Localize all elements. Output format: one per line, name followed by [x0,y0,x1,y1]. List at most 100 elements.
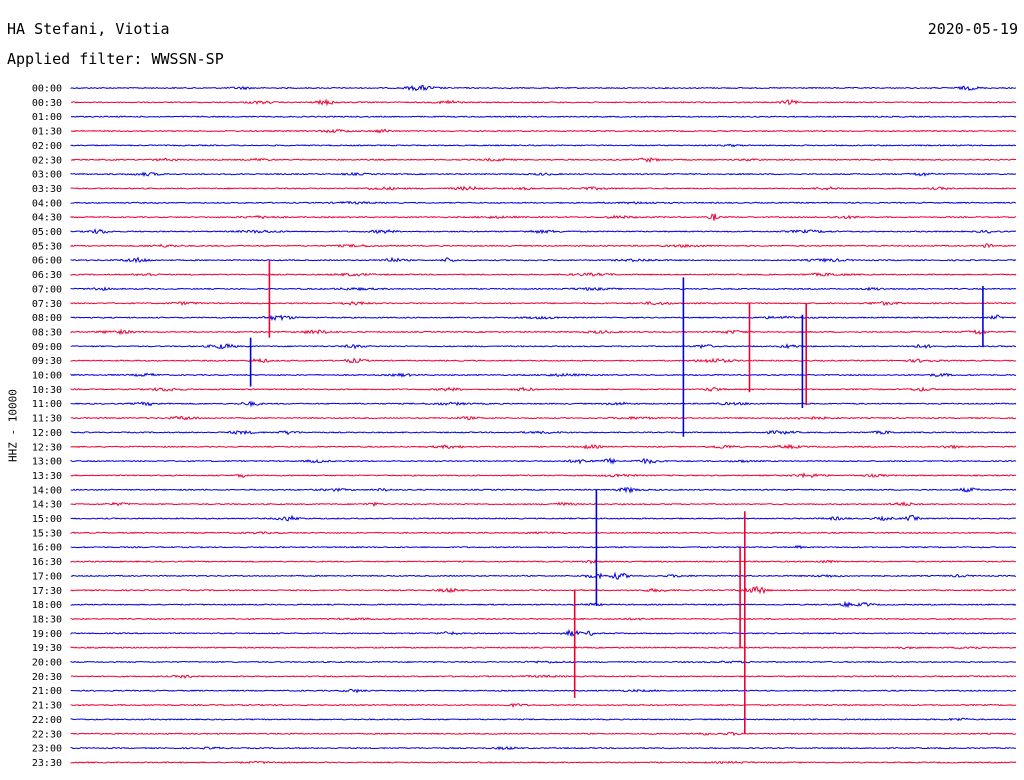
traces [70,84,1017,765]
trace-row [70,571,1017,580]
trace-row [70,272,1017,277]
trace-row [70,200,1017,205]
row-label: 01:30 [32,127,62,138]
date-label: 2020-05-19 [927,20,1018,38]
row-label: 04:00 [32,198,62,209]
row-label: 09:30 [32,356,62,367]
row-label: 06:30 [32,270,62,281]
row-label: 17:00 [32,571,62,582]
row-label: 03:30 [32,184,62,195]
row-label: 22:00 [32,715,62,726]
row-label: 12:00 [32,428,62,439]
trace-row [70,731,1017,737]
trace-row [70,400,1017,408]
trace-row [70,443,1017,450]
trace-row [70,457,1017,465]
row-label: 05:30 [32,241,62,252]
row-label: 06:00 [32,256,62,267]
row-label: 21:00 [32,686,62,697]
trace-row [70,501,1017,508]
trace-row [70,429,1017,436]
row-label: 11:00 [32,399,62,410]
trace-row [70,559,1017,565]
row-label: 23:00 [32,744,62,755]
row-label: 14:00 [32,485,62,496]
trace-row [70,544,1017,550]
row-label: 20:00 [32,658,62,669]
row-label: 07:30 [32,299,62,310]
trace-row [70,84,1017,92]
trace-row [70,628,1017,638]
row-label: 08:00 [32,313,62,324]
trace-row [70,228,1017,235]
row-label: 04:30 [32,213,62,224]
row-labels: 00:00 00:30 01:00 01:30 02:00 02:30 03:00 03:30… [32,84,62,769]
row-label: 02:00 [32,141,62,152]
row-label: 19:30 [32,643,62,654]
trace-row [70,171,1017,178]
trace-row [70,328,1017,336]
station-title: HA Stefani, Viotia [7,20,170,38]
row-label: 02:30 [32,155,62,166]
row-label: 11:30 [32,414,62,425]
trace-row [70,617,1017,621]
row-label: 14:30 [32,500,62,511]
row-label: 19:00 [32,629,62,640]
row-label: 01:00 [32,112,62,123]
trace-row [70,143,1017,148]
trace-row [70,646,1017,650]
row-label: 15:30 [32,528,62,539]
row-label: 18:00 [32,600,62,611]
trace-row [70,98,1017,107]
trace-row [70,372,1017,378]
trace-row [70,185,1017,191]
row-label: 13:00 [32,457,62,468]
row-label: 08:30 [32,327,62,338]
trace-row [70,115,1017,118]
trace-row [70,286,1017,292]
trace-row [70,157,1017,164]
trace-row [70,746,1017,751]
row-label: 00:00 [32,84,62,95]
trace-row [70,415,1017,421]
row-label: 21:30 [32,701,62,712]
row-label: 05:00 [32,227,62,238]
trace-row [70,703,1017,709]
trace-row [70,300,1017,306]
row-label: 10:00 [32,371,62,382]
row-label: 18:30 [32,614,62,625]
trace-row [70,514,1017,522]
row-label: 10:30 [32,385,62,396]
trace-row [70,600,1017,609]
trace-row [70,213,1017,221]
trace-row [70,486,1017,494]
row-label: 23:30 [32,758,62,769]
row-label: 03:00 [32,170,62,181]
trace-row [70,243,1017,249]
row-label: 16:30 [32,557,62,568]
filter-label: Applied filter: WWSSN-SP [7,50,224,68]
row-label: 15:00 [32,514,62,525]
trace-row [70,688,1017,694]
trace-row [70,717,1016,722]
row-label: 20:30 [32,672,62,683]
trace-row [70,531,1017,535]
row-label: 17:30 [32,586,62,597]
row-label: 00:30 [32,98,62,109]
row-label: 13:30 [32,471,62,482]
trace-row [70,674,1017,679]
trace-row [70,357,1017,364]
trace-row [70,586,1017,595]
trace-row [70,760,1017,765]
row-label: 07:00 [32,284,62,295]
trace-row [70,256,1017,264]
trace-row [70,314,1017,322]
row-label: 09:00 [32,342,62,353]
row-label: 12:30 [32,442,62,453]
trace-row [70,660,1017,664]
row-label: 22:30 [32,729,62,740]
trace-row [70,343,1017,350]
row-label: 16:00 [32,543,62,554]
trace-row [70,472,1017,479]
